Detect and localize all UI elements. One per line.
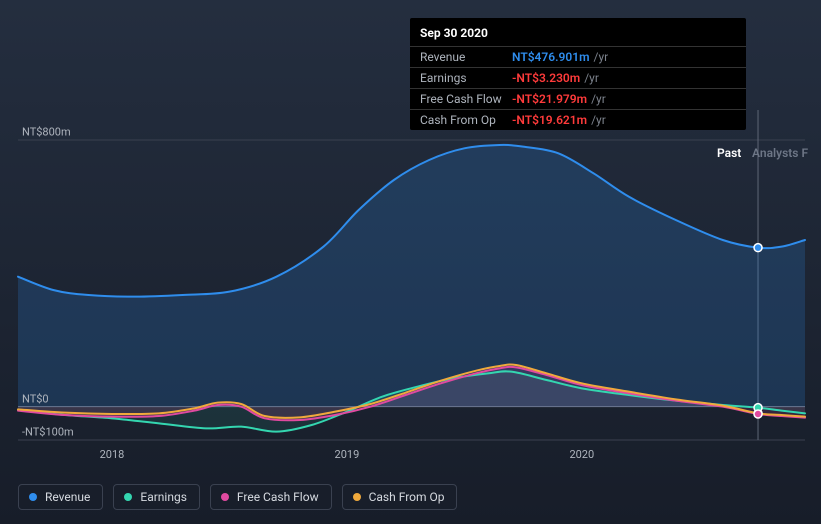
chart-tooltip: Sep 30 2020 RevenueNT$476.901m/yrEarning…	[410, 18, 746, 130]
legend-item-label: Cash From Op	[369, 490, 445, 504]
x-axis-label: 2018	[100, 448, 125, 461]
range-label-past: Past	[717, 146, 741, 160]
y-axis-label: NT$0	[22, 392, 49, 405]
tooltip-row-unit: /yr	[591, 92, 606, 106]
y-axis-label: -NT$100m	[22, 426, 74, 439]
legend-dot-icon	[353, 493, 361, 501]
tooltip-row-value: -NT$21.979m	[512, 92, 587, 106]
tooltip-row-label: Cash From Op	[420, 113, 512, 127]
legend-item-revenue[interactable]: Revenue	[18, 484, 103, 510]
x-axis-label: 2020	[569, 448, 594, 461]
legend-item-fcf[interactable]: Free Cash Flow	[210, 484, 332, 510]
legend-item-label: Free Cash Flow	[237, 490, 319, 504]
legend-dot-icon	[29, 493, 37, 501]
tooltip-row: Cash From Op-NT$19.621m/yr	[410, 109, 746, 130]
tooltip-row-value: -NT$3.230m	[512, 71, 580, 85]
chart-legend: Revenue Earnings Free Cash Flow Cash From O…	[18, 484, 457, 510]
financial-chart: NT$800m NT$0 -NT$100m 2018 2019 2020 Past An…	[0, 0, 821, 524]
legend-dot-icon	[221, 493, 229, 501]
tooltip-row-value: NT$476.901m	[512, 50, 590, 64]
tooltip-row-label: Earnings	[420, 71, 512, 85]
x-axis-label: 2019	[335, 448, 360, 461]
legend-item-cfo[interactable]: Cash From Op	[342, 484, 458, 510]
legend-item-label: Revenue	[45, 490, 90, 504]
tooltip-row-unit: /yr	[584, 71, 599, 85]
y-axis-label: NT$800m	[22, 126, 71, 139]
tooltip-title: Sep 30 2020	[410, 26, 746, 46]
tooltip-row-unit: /yr	[594, 50, 609, 64]
tooltip-row-label: Free Cash Flow	[420, 92, 512, 106]
tooltip-row-value: -NT$19.621m	[512, 113, 587, 127]
tooltip-row-label: Revenue	[420, 50, 512, 64]
legend-item-earnings[interactable]: Earnings	[113, 484, 200, 510]
tooltip-row-unit: /yr	[591, 113, 606, 127]
legend-dot-icon	[124, 493, 132, 501]
legend-item-label: Earnings	[140, 490, 187, 504]
tooltip-row: Earnings-NT$3.230m/yr	[410, 67, 746, 88]
tooltip-row: RevenueNT$476.901m/yr	[410, 46, 746, 67]
range-label-future: Analysts F	[752, 146, 808, 160]
tooltip-row: Free Cash Flow-NT$21.979m/yr	[410, 88, 746, 109]
